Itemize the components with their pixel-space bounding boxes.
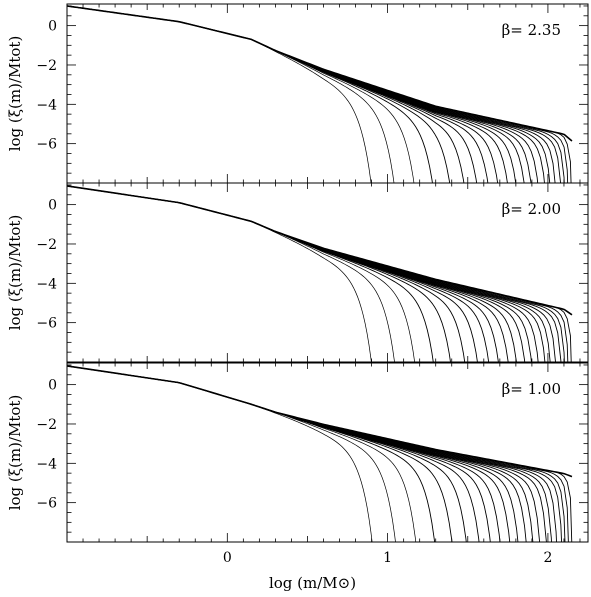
beta-annotation: β= 2.35: [502, 21, 561, 39]
mass-function-curve: [67, 185, 395, 362]
y-tick-label: 0: [48, 378, 57, 394]
y-tick-label: −4: [36, 456, 57, 472]
mass-function-curve: [67, 185, 572, 362]
mass-function-curve: [67, 5, 489, 183]
mass-function-curve: [67, 185, 556, 362]
mass-function-curve: [67, 185, 509, 362]
mass-function-curve: [67, 365, 527, 542]
mass-function-curve: [67, 365, 563, 542]
mass-function-curve: [67, 185, 466, 362]
mass-function-curve: [67, 5, 562, 183]
mass-function-curve: [67, 5, 508, 183]
mass-function-curve: [67, 5, 565, 183]
mass-function-curve: [67, 185, 451, 362]
mass-function-curve: [67, 5, 569, 183]
mass-function-curve: [67, 5, 415, 183]
y-tick-label: −2: [36, 237, 57, 253]
mass-function-curve: [67, 5, 556, 183]
x-tick-label: 2: [543, 550, 552, 566]
mass-function-curve: [67, 365, 511, 542]
mass-function-curve: [67, 185, 478, 362]
mass-function-curve: [67, 365, 417, 542]
mass-function-curve: [67, 185, 532, 362]
mass-function-curve: [67, 185, 565, 362]
envelope-curve: [67, 185, 573, 316]
mass-function-curve: [67, 5, 532, 183]
curve-family: [67, 185, 573, 362]
envelope-curve: [67, 365, 573, 478]
mass-function-curve: [67, 5, 499, 183]
beta-annotation: β= 2.00: [502, 200, 561, 218]
panel-frame: [66, 182, 589, 363]
y-tick-label: 0: [48, 198, 57, 214]
mass-function-curve: [67, 365, 396, 542]
mass-function-curve: [67, 5, 465, 183]
mass-function-curve: [67, 365, 569, 542]
mass-function-curve: [67, 365, 566, 542]
x-axis-label: log (m/M⊙): [269, 574, 356, 592]
mass-function-curve: [67, 365, 541, 542]
mass-function-curve: [67, 365, 480, 542]
mass-function-curve: [67, 365, 547, 542]
mass-function-curve: [67, 185, 546, 362]
mass-function-curve: [67, 185, 434, 362]
panel-frame: [66, 362, 589, 543]
mass-function-curve: [67, 5, 478, 183]
mass-function-curve: [67, 365, 557, 542]
mass-function-curve: [67, 365, 373, 542]
y-tick-label: −2: [36, 417, 57, 433]
mass-function-curve: [67, 185, 499, 362]
curve-family: [67, 5, 573, 183]
mass-function-curve: [67, 365, 573, 542]
y-tick-label: −4: [36, 276, 57, 292]
mass-function-curve: [67, 5, 551, 183]
mass-function-curve: [67, 365, 552, 542]
panel-3: 0 −2 −4 −6 log (ξ(m)/Mtot) β= 1.00: [6, 362, 589, 543]
beta-annotation: β= 1.00: [502, 380, 561, 398]
mass-function-curve: [67, 185, 490, 362]
y-tick-label: −6: [36, 496, 57, 512]
x-tick-label: 0: [223, 550, 232, 566]
y-tick-label: −6: [36, 137, 57, 153]
curve-family: [67, 365, 573, 542]
mass-function-curve: [67, 5, 372, 183]
panel-2: 0 −2 −4 −6 log (ξ(m)/Mtot) β= 2.00: [6, 182, 589, 363]
mass-function-curve: [67, 365, 453, 542]
mass-function-curve: [67, 5, 517, 183]
mass-function-curve: [67, 185, 562, 362]
y-axis-label: log (ξ(m)/Mtot): [6, 36, 24, 152]
envelope-curve: [67, 5, 573, 142]
mass-function-curve: [67, 5, 525, 183]
mass-function-curve: [67, 5, 451, 183]
mass-function-curve: [67, 365, 501, 542]
mass-function-curve: [67, 185, 517, 362]
mass-function-curve: [67, 365, 491, 542]
mass-function-curve: [67, 5, 539, 183]
y-tick-label: −6: [36, 316, 57, 332]
y-axis-label: log (ξ(m)/Mtot): [6, 215, 24, 331]
y-axis-label: log (ξ(m)/Mtot): [6, 395, 24, 511]
y-tick-label: −2: [36, 58, 57, 74]
mass-function-curve: [67, 185, 569, 362]
panel-1: 0 −2 −4 −6 log (ξ(m)/Mtot) β= 2.35: [6, 3, 589, 184]
y-tick-label: 0: [48, 19, 57, 35]
mass-function-curve: [67, 365, 467, 542]
mass-function-curve: [67, 365, 534, 542]
mass-function-curve: [67, 5, 433, 183]
x-tick-label: 1: [383, 550, 392, 566]
mass-function-curve: [67, 365, 519, 542]
y-tick-label: −4: [36, 97, 57, 113]
